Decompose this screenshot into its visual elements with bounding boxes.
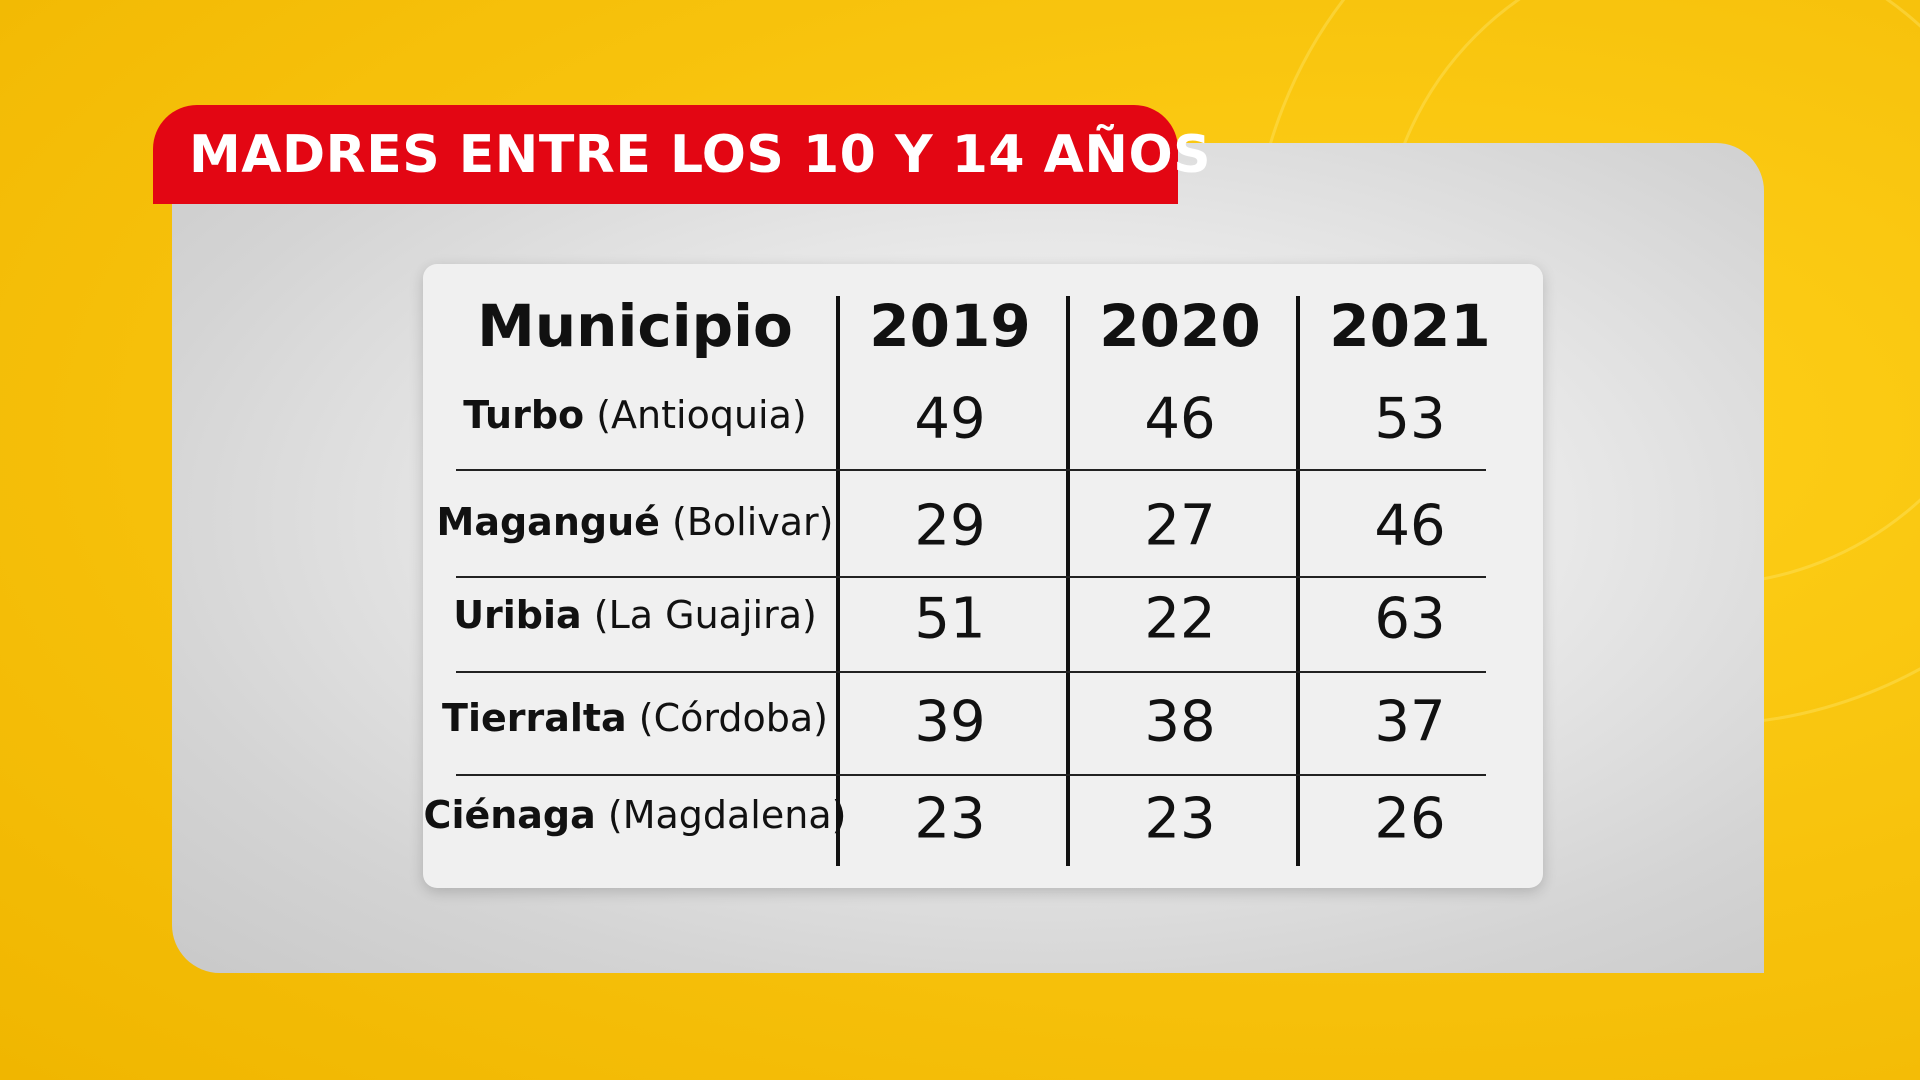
column-header-year: 2019 [869, 292, 1031, 360]
data-table-card: Municipio 2019 2020 2021 Turbo (Antioquia) 49… [423, 264, 1543, 888]
value-cell: 46 [1144, 386, 1216, 452]
departamento-name: (Antioquia) [596, 393, 807, 437]
value-cell: 53 [1374, 386, 1446, 452]
value-cell: 63 [1374, 586, 1446, 652]
value-cell: 27 [1144, 493, 1216, 559]
column-header-year: 2020 [1099, 292, 1261, 360]
municipio-name: Tierralta [442, 696, 627, 740]
value-cell: 23 [1144, 786, 1216, 852]
value-cell: 46 [1374, 493, 1446, 559]
value-cell: 38 [1144, 689, 1216, 755]
departamento-name: (Bolivar) [672, 500, 834, 544]
municipio-name: Ciénaga [423, 793, 596, 837]
value-cell: 49 [914, 386, 986, 452]
value-cell: 29 [914, 493, 986, 559]
column-header-municipio: Municipio [477, 292, 793, 360]
table-grid-lines [456, 296, 1486, 866]
value-cell: 26 [1374, 786, 1446, 852]
value-cell: 23 [914, 786, 986, 852]
municipio-name: Magangué [436, 500, 660, 544]
departamento-name: (Magdalena) [607, 793, 847, 837]
title-banner: MADRES ENTRE LOS 10 Y 14 AÑOS [153, 105, 1211, 204]
municipio-cell: Magangué (Bolivar) [437, 500, 834, 544]
municipio-cell: Turbo (Antioquia) [463, 393, 806, 437]
municipio-name: Uribia [453, 593, 582, 637]
municipio-cell: Tierralta (Córdoba) [442, 696, 828, 740]
municipio-cell: Ciénaga (Magdalena) [424, 793, 847, 837]
column-header-year: 2021 [1329, 292, 1491, 360]
page-title: MADRES ENTRE LOS 10 Y 14 AÑOS [189, 124, 1212, 185]
departamento-name: (La Guajira) [593, 593, 817, 637]
value-cell: 51 [914, 586, 986, 652]
departamento-name: (Córdoba) [638, 696, 828, 740]
municipio-cell: Uribia (La Guajira) [453, 593, 817, 637]
value-cell: 22 [1144, 586, 1216, 652]
municipio-name: Turbo [463, 393, 585, 437]
value-cell: 37 [1374, 689, 1446, 755]
value-cell: 39 [914, 689, 986, 755]
